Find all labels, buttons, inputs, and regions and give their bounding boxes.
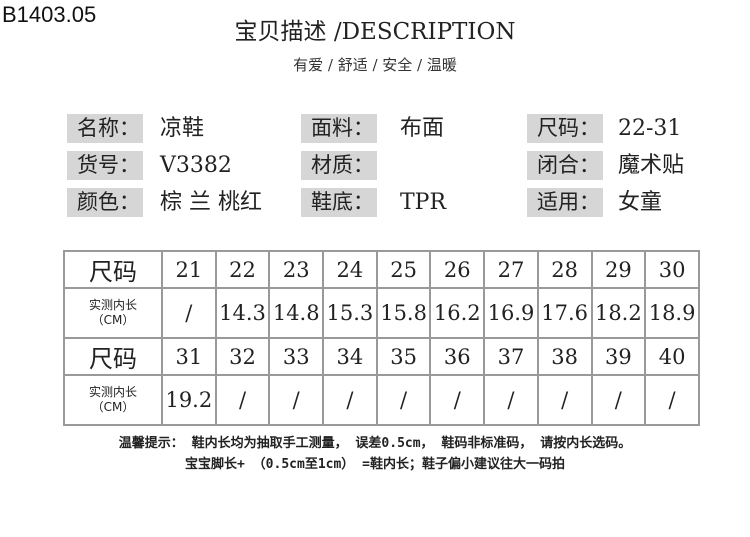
length-cell: / (322, 374, 378, 426)
spec-value: V3382 (160, 153, 232, 178)
size-cell: 32 (214, 337, 271, 376)
spec-value: 女童 (618, 190, 663, 215)
size-cell: 29 (590, 250, 647, 289)
length-cell: 16.9 (483, 287, 539, 339)
spec-label: 颜色： (67, 188, 143, 217)
length-row: 实测内长 （CM） 19.2// / / / / / / / (63, 374, 700, 426)
size-advice: 宝宝脚长+ （0.5cm至1cm） =鞋内长；鞋子偏小建议往大一码拍 (185, 457, 565, 472)
page-title: 宝贝描述 /DESCRIPTION (234, 19, 516, 45)
spec-label: 闭合： (527, 151, 603, 180)
size-row: 尺码 21 22 23 24 25 26 27 28 29 30 (63, 250, 700, 289)
length-cell: / (161, 287, 217, 339)
length-cell: 18.2 (590, 287, 647, 339)
length-cell: / (483, 374, 539, 426)
length-cell: 16.2 (429, 287, 486, 339)
spec-value: 布面 (400, 116, 445, 141)
spec-label: 面料： (301, 114, 377, 143)
size-cell: 35 (375, 337, 432, 376)
size-cell: 34 (322, 337, 378, 376)
spec-label: 材质： (301, 151, 377, 180)
size-cell: 23 (268, 250, 325, 289)
size-table: 尺码 21 22 23 24 25 26 27 28 29 30 实测内长 （CM）/14.3 14.8 1… (63, 250, 700, 426)
spec-value: 棕 兰 桃红 (160, 190, 262, 215)
length-header-line1: 实测内长 (88, 298, 137, 312)
size-cell: 27 (483, 250, 539, 289)
size-cell: 31 (161, 337, 217, 376)
size-cell: 28 (536, 250, 593, 289)
size-cell: 26 (429, 250, 486, 289)
product-code: B1403.05 (2, 2, 97, 27)
length-cell: / (590, 374, 647, 426)
spec-value: 22-31 (618, 116, 682, 141)
length-cell: / (375, 374, 432, 426)
size-cell: 30 (644, 250, 700, 289)
length-header-line2: （CM） (91, 313, 135, 327)
spec-label: 名称： (67, 114, 143, 143)
spec-label: 鞋底： (301, 188, 377, 217)
spec-value: TPR (400, 190, 447, 215)
spec-value: 凉鞋 (160, 116, 205, 141)
size-cell: 36 (429, 337, 486, 376)
size-cell: 24 (322, 250, 378, 289)
length-cell: / (429, 374, 486, 426)
size-header: 尺码 (63, 337, 163, 376)
length-header: 实测内长 （CM） (63, 287, 163, 339)
length-row: 实测内长 （CM）/14.3 14.8 15.3 15.8 16.2 16.9 17.6 18.… (63, 287, 700, 339)
length-cell: / (644, 374, 700, 426)
length-cell: 19.2 (161, 374, 217, 426)
spec-label: 适用： (527, 188, 603, 217)
length-cell: 15.8 (375, 287, 432, 339)
size-note: 温馨提示： 鞋内长均为抽取手工测量， 误差0.5cm， 鞋码非标准码， 请按内长… (118, 436, 632, 451)
size-cell: 38 (536, 337, 593, 376)
length-cell: 14.3 (214, 287, 271, 339)
size-cell: 21 (161, 250, 217, 289)
size-cell: 22 (214, 250, 271, 289)
length-cell: / (214, 374, 271, 426)
length-cell: 14.8 (268, 287, 325, 339)
size-cell: 37 (483, 337, 539, 376)
subtitle: 有爱 / 舒适 / 安全 / 温暖 (293, 56, 457, 74)
size-cell: 40 (644, 337, 700, 376)
size-cell: 39 (590, 337, 647, 376)
length-cell: 15.3 (322, 287, 378, 339)
length-cell: / (536, 374, 593, 426)
size-cell: 25 (375, 250, 432, 289)
length-cell: / (268, 374, 325, 426)
size-cell: 33 (268, 337, 325, 376)
spec-label: 尺码： (527, 114, 603, 143)
length-header: 实测内长 （CM） (63, 374, 163, 426)
length-header-line2: （CM） (91, 400, 135, 414)
size-row: 尺码 31 32 33 34 35 36 37 38 39 40 (63, 337, 700, 376)
size-header: 尺码 (63, 250, 163, 289)
spec-label: 货号： (67, 151, 143, 180)
length-cell: 17.6 (536, 287, 593, 339)
spec-value: 魔术贴 (618, 153, 685, 178)
length-header-line1: 实测内长 (88, 385, 137, 399)
length-cell: 18.9 (644, 287, 700, 339)
